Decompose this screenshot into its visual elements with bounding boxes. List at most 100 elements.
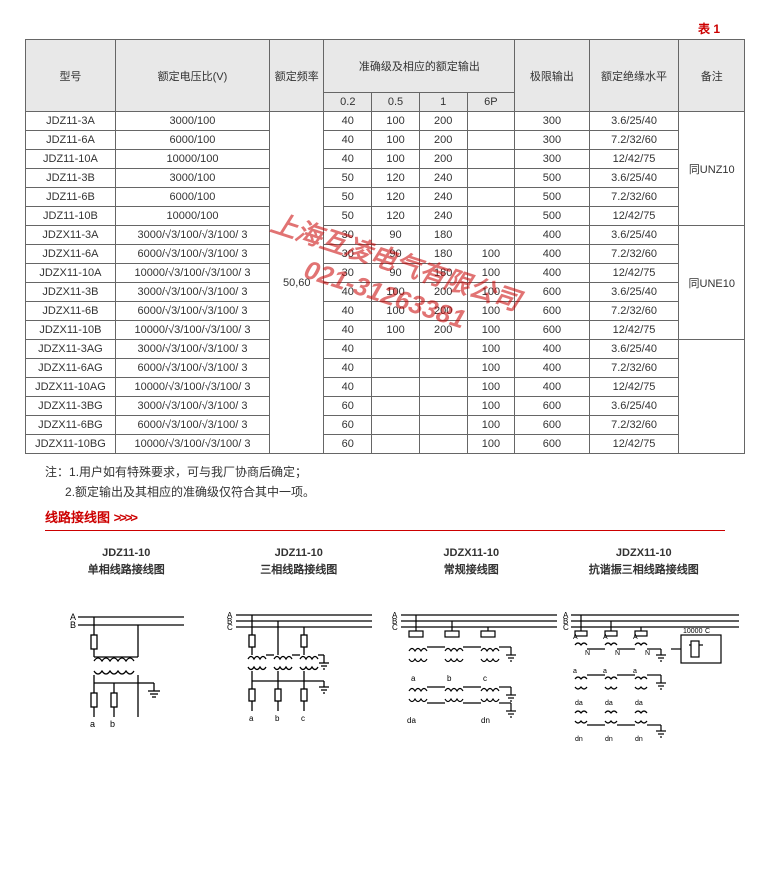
table-cell: 90: [372, 264, 420, 283]
table-cell: 40: [324, 378, 372, 397]
table-cell: 200: [419, 150, 467, 169]
table-cell: 500: [515, 169, 589, 188]
table-row: JDZX11-10AG10000/√3/100/√3/100/ 34010040…: [26, 378, 745, 397]
th-ratio: 额定电压比(V): [115, 40, 269, 112]
svg-text:C: C: [705, 628, 710, 635]
table-cell: 200: [419, 302, 467, 321]
table-cell: 400: [515, 245, 589, 264]
table-cell: 500: [515, 188, 589, 207]
table-cell: 100: [467, 378, 515, 397]
svg-text:A: A: [603, 634, 608, 641]
diagram-2-title: JDZ11-10: [216, 547, 381, 559]
svg-text:c: c: [483, 674, 487, 683]
table-cell: 100: [372, 131, 420, 150]
table-cell: 40: [324, 150, 372, 169]
table-row: JDZ11-6B6000/100501202405007.2/32/60: [26, 188, 745, 207]
table-cell: JDZX11-10A: [26, 264, 116, 283]
table-cell: 50: [324, 207, 372, 226]
table-cell: 10000/√3/100/√3/100/ 3: [115, 378, 269, 397]
table-cell: 6000/100: [115, 188, 269, 207]
table-row: JDZX11-6AG6000/√3/100/√3/100/ 3401004007…: [26, 359, 745, 378]
table-row: JDZX11-3A3000/√3/100/√3/100/ 33090180400…: [26, 226, 745, 245]
table-cell: [372, 378, 420, 397]
table-row: JDZX11-10BG10000/√3/100/√3/100/ 36010060…: [26, 435, 745, 454]
table-cell: 30: [324, 226, 372, 245]
table-cell: 600: [515, 435, 589, 454]
table-cell: 12/42/75: [589, 378, 679, 397]
svg-text:da: da: [635, 700, 643, 707]
table-row: JDZX11-3AG3000/√3/100/√3/100/ 3401004003…: [26, 340, 745, 359]
table-cell: JDZX11-10B: [26, 321, 116, 340]
table-cell: JDZX11-3B: [26, 283, 116, 302]
table-cell: JDZ11-3B: [26, 169, 116, 188]
diagram-1-sub: 单相线路接线图: [44, 561, 209, 577]
table-cell: 10000/√3/100/√3/100/ 3: [115, 435, 269, 454]
table-cell: 600: [515, 416, 589, 435]
table-cell: 3000/√3/100/√3/100/ 3: [115, 397, 269, 416]
table-cell: 400: [515, 359, 589, 378]
table-cell: JDZX11-6B: [26, 302, 116, 321]
table-cell: 3.6/25/40: [589, 226, 679, 245]
notes-line-2: 2.额定输出及其相应的准确级仅符合其中一项。: [65, 485, 315, 499]
table-cell: 100: [372, 321, 420, 340]
table-cell: 90: [372, 245, 420, 264]
table-cell: 400: [515, 226, 589, 245]
svg-text:N: N: [615, 650, 620, 657]
svg-text:a: a: [90, 719, 95, 729]
table-cell: 60: [324, 416, 372, 435]
svg-text:dn: dn: [605, 736, 613, 743]
table-cell: 200: [419, 112, 467, 131]
table-cell: 240: [419, 188, 467, 207]
svg-text:A: A: [633, 634, 638, 641]
table-cell: JDZX11-6BG: [26, 416, 116, 435]
svg-text:A: A: [573, 634, 578, 641]
table-row: JDZX11-10B10000/√3/100/√3/100/ 340100200…: [26, 321, 745, 340]
table-cell: 200: [419, 131, 467, 150]
table-cell: 60: [324, 397, 372, 416]
svg-text:N: N: [645, 650, 650, 657]
diagram-4-title: JDZX11-10: [561, 547, 726, 559]
th-acc-0: 0.2: [324, 93, 372, 112]
table-cell: 12/42/75: [589, 207, 679, 226]
table-cell: 200: [419, 283, 467, 302]
table-row: JDZ11-3B3000/100501202405003.6/25/40: [26, 169, 745, 188]
svg-text:C: C: [227, 623, 233, 632]
table-cell: [419, 397, 467, 416]
table-cell: 40: [324, 131, 372, 150]
table-cell: [372, 397, 420, 416]
table-cell: JDZX11-10AG: [26, 378, 116, 397]
table-cell: JDZ11-10A: [26, 150, 116, 169]
table-cell: 100: [372, 283, 420, 302]
table-cell: 100: [467, 283, 515, 302]
table-cell: 40: [324, 321, 372, 340]
table-cell: 500: [515, 207, 589, 226]
table-cell: JDZX11-3AG: [26, 340, 116, 359]
table-cell: JDZ11-10B: [26, 207, 116, 226]
section-title: 线路接线图 >>>>: [45, 507, 750, 526]
table-cell: 600: [515, 302, 589, 321]
table-cell: 100: [467, 245, 515, 264]
svg-text:b: b: [275, 714, 280, 723]
table-cell: 10000/100: [115, 207, 269, 226]
section-title-text: 线路接线图: [45, 510, 110, 525]
section-chev: >>>>: [114, 510, 136, 525]
table-cell: 40: [324, 302, 372, 321]
table-cell: [467, 131, 515, 150]
table-cell: 12/42/75: [589, 321, 679, 340]
table-cell: [467, 169, 515, 188]
table-cell: 40: [324, 283, 372, 302]
table-cell: 10000/√3/100/√3/100/ 3: [115, 321, 269, 340]
note-cell: 同UNE10: [679, 226, 745, 340]
table-cell: 100: [467, 416, 515, 435]
spec-table: 型号 额定电压比(V) 额定频率 准确级及相应的额定输出 极限输出 额定绝缘水平…: [25, 39, 745, 454]
table-cell: 3.6/25/40: [589, 340, 679, 359]
table-cell: 3000/100: [115, 112, 269, 131]
table-cell: [372, 435, 420, 454]
table-label: 表 1: [20, 20, 750, 37]
diagram-2: JDZ11-10 三相线路接线图 A B C: [216, 547, 381, 755]
th-freq: 额定频率: [270, 40, 324, 112]
table-cell: 7.2/32/60: [589, 302, 679, 321]
table-cell: 100: [467, 340, 515, 359]
table-cell: 30: [324, 264, 372, 283]
table-cell: 120: [372, 207, 420, 226]
